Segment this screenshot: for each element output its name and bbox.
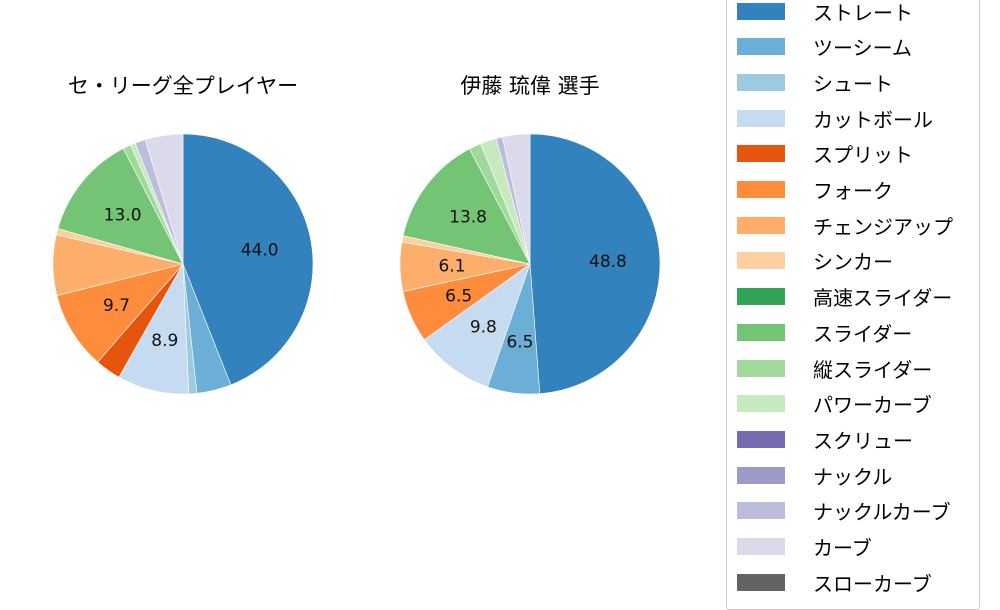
- legend-item: フォーク: [737, 178, 893, 203]
- chart-title-player: 伊藤 琉偉 選手: [460, 74, 600, 98]
- legend-item: シュート: [737, 70, 893, 96]
- legend-swatch: [737, 323, 785, 341]
- legend-label: 縦スライダー: [813, 357, 933, 382]
- legend-item: 高速スライダー: [737, 285, 953, 311]
- legend-swatch: [737, 73, 785, 91]
- legend-label: スプリット: [813, 143, 913, 168]
- legend-swatch: [737, 252, 785, 270]
- slice-value-label: 9.8: [470, 318, 497, 338]
- legend-item: スライダー: [737, 320, 913, 346]
- legend-swatch: [737, 216, 785, 234]
- legend-label: 高速スライダー: [813, 286, 953, 311]
- legend-item: シンカー: [737, 249, 893, 275]
- legend-label: ナックル: [813, 464, 893, 489]
- legend-label: フォーク: [813, 179, 893, 203]
- slice-value-label: 6.1: [438, 257, 465, 277]
- legend-label: スローカーブ: [813, 571, 932, 596]
- legend-item: スクリュー: [737, 427, 913, 453]
- legend-item: スプリット: [737, 142, 913, 168]
- slice-value-label: 6.5: [506, 332, 533, 352]
- legend-swatch: [737, 395, 785, 413]
- legend-swatch: [737, 288, 785, 306]
- pie-league: 44.0 8.9 9.7 13.0: [52, 133, 314, 395]
- legend-swatch: [737, 38, 785, 56]
- legend-label: シンカー: [813, 250, 893, 275]
- legend-swatch: [737, 466, 785, 484]
- pie-charts: 44.0 8.9 9.7 13.0 48.8 6.5 9.8 6.5 6.1 13.8: [52, 133, 661, 395]
- pie-slice: [529, 133, 661, 394]
- legend-label: パワーカーブ: [813, 393, 932, 418]
- legend: ストレートツーシームシュートカットボール スプリットフォークチェンジアップ シンカー…: [726, 0, 980, 610]
- pie-slice: [144, 133, 184, 265]
- legend-swatch: [737, 109, 785, 127]
- legend-swatch: [737, 181, 785, 198]
- pie-slice: [423, 263, 531, 388]
- legend-item: ツーシーム: [737, 35, 912, 61]
- pie-slice: [57, 148, 184, 265]
- slice-value-label: 44.0: [241, 240, 279, 260]
- slice-value-label: 13.0: [104, 206, 142, 226]
- legend-swatch: [737, 538, 785, 555]
- slice-value-label: 6.5: [445, 287, 472, 307]
- legend-label: ツーシーム: [813, 36, 912, 61]
- legend-label: スライダー: [813, 321, 913, 346]
- chart-title-league: セ・リーグ全プレイヤー: [67, 74, 299, 98]
- pie-player: 48.8 6.5 9.8 6.5 6.1 13.8: [399, 133, 661, 395]
- pie-slice: [402, 148, 531, 265]
- slice-value-label: 9.7: [103, 296, 130, 316]
- legend-item: ナックルカーブ: [737, 499, 951, 525]
- legend-label: カットボール: [813, 107, 933, 132]
- legend-item: ストレート: [737, 0, 913, 25]
- pie-slice: [502, 133, 531, 265]
- legend-item: スローカーブ: [737, 570, 932, 596]
- legend-item: ナックル: [737, 463, 893, 489]
- legend-item: 縦スライダー: [737, 356, 933, 382]
- legend-swatch: [737, 145, 785, 163]
- legend-label: カーブ: [813, 536, 872, 560]
- legend-swatch: [737, 502, 785, 520]
- legend-item: カットボール: [737, 106, 933, 132]
- pie-slice: [56, 263, 184, 363]
- pie-slice: [182, 133, 314, 386]
- legend-swatch: [737, 2, 785, 20]
- legend-swatch: [737, 430, 785, 448]
- legend-item: チェンジアップ: [737, 213, 953, 239]
- slice-value-label: 8.9: [151, 331, 178, 351]
- legend-label: シュート: [813, 71, 893, 96]
- legend-item: カーブ: [737, 535, 872, 560]
- slice-value-label: 48.8: [589, 252, 627, 272]
- legend-swatch: [737, 573, 785, 591]
- legend-swatch: [737, 359, 785, 377]
- slice-value-label: 13.8: [449, 208, 487, 228]
- legend-label: ナックルカーブ: [813, 500, 951, 525]
- legend-label: チェンジアップ: [813, 214, 953, 239]
- legend-label: スクリュー: [813, 428, 913, 453]
- legend-label: ストレート: [813, 0, 913, 25]
- legend-item: パワーカーブ: [737, 392, 932, 418]
